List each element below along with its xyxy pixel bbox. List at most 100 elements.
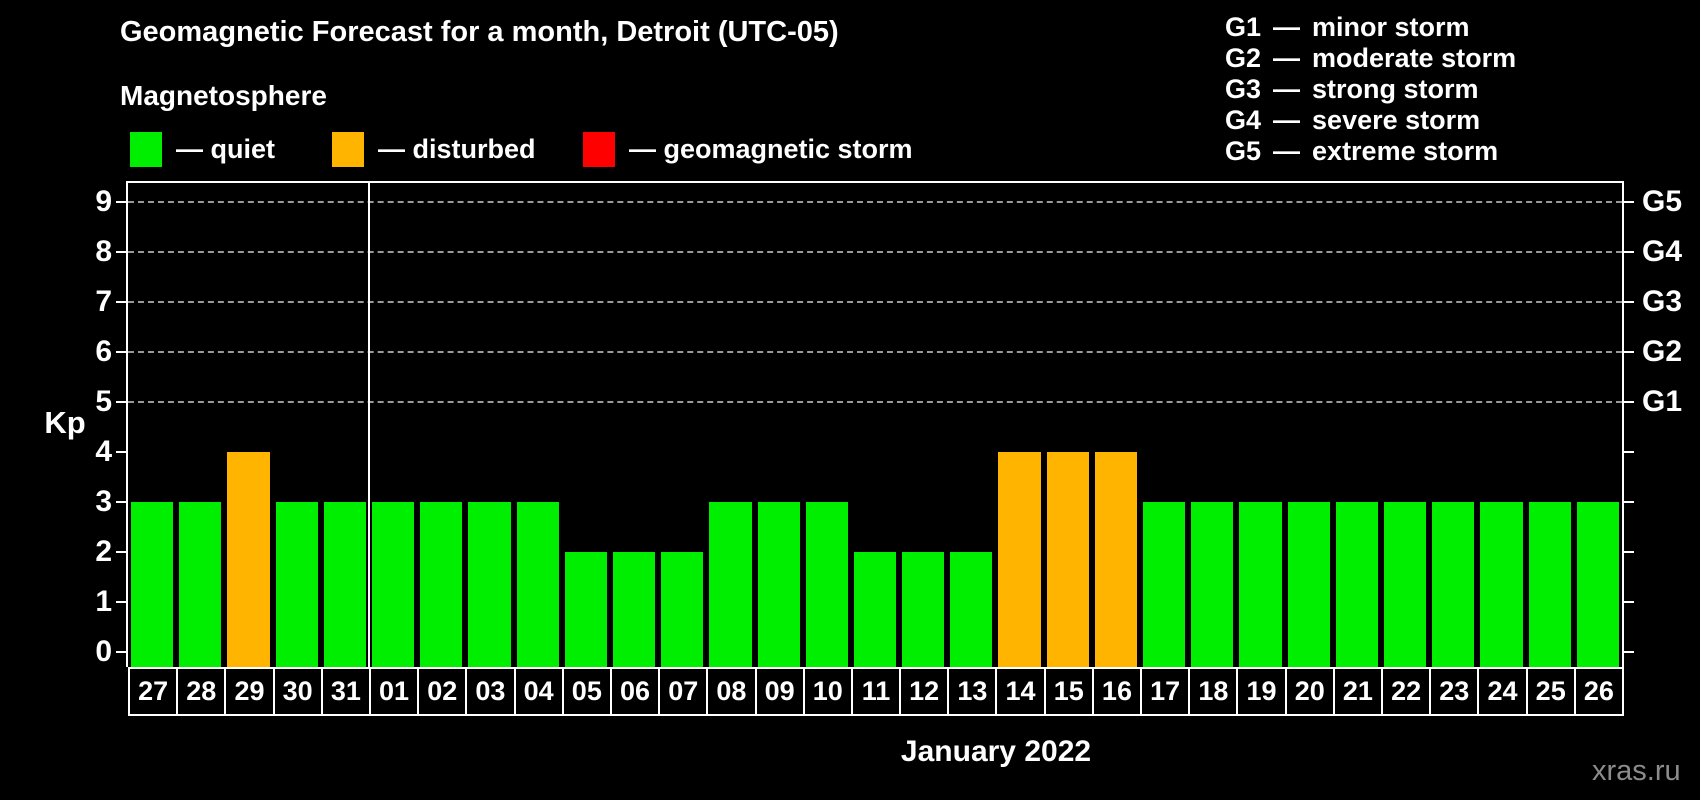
bar-day-19 (1239, 502, 1282, 667)
x-tick-day-15: 15 (1043, 667, 1094, 716)
storm-scale-code-G1: G1 (1225, 12, 1262, 42)
storm-scale-code-G2: G2 (1225, 43, 1262, 73)
bar-day-30 (275, 502, 318, 667)
storm-scale-code-G3: G3 (1225, 74, 1262, 104)
storm-scale-separator: — (1273, 74, 1301, 104)
right-axis-tick-2 (1624, 551, 1634, 553)
bar-day-29 (227, 452, 270, 667)
y-axis-tick-2 (116, 551, 126, 553)
y-tick-label-6: 6 (95, 335, 112, 368)
y-tick-label-8: 8 (95, 235, 112, 268)
bar-day-20 (1287, 502, 1330, 667)
bar-day-13 (950, 552, 993, 667)
right-axis-tick-8 (1624, 251, 1634, 253)
right-axis-tick-6 (1624, 351, 1634, 353)
x-tick-day-29: 29 (224, 667, 275, 716)
storm-scale-row-G5: G5 — extreme storm (1225, 136, 1516, 167)
bar-day-14 (998, 452, 1041, 667)
legend-label-storm: — geomagnetic storm (629, 133, 913, 164)
x-tick-day-19: 19 (1236, 667, 1287, 716)
x-tick-day-20: 20 (1284, 667, 1335, 716)
x-tick-day-12: 12 (899, 667, 950, 716)
bar-day-16 (1094, 452, 1138, 667)
y-axis-tick-8 (116, 251, 126, 253)
storm-scale-row-G4: G4 — severe storm (1225, 105, 1516, 136)
storm-scale-code-G4: G4 (1225, 105, 1262, 135)
bar-day-18 (1191, 502, 1234, 667)
bar-day-21 (1335, 502, 1379, 667)
bar-day-07 (661, 552, 704, 667)
y-axis-tick-9 (116, 201, 126, 203)
right-axis-tick-4 (1624, 451, 1634, 453)
storm-scale-label-G4: severe storm (1312, 105, 1481, 135)
right-axis-tick-1 (1624, 601, 1634, 603)
x-tick-day-01: 01 (368, 667, 420, 716)
y-axis-tick-5 (116, 401, 126, 403)
bar-day-04 (516, 502, 559, 667)
bar-day-17 (1143, 502, 1186, 667)
y-axis-tick-6 (116, 351, 126, 353)
bar-day-03 (468, 502, 511, 667)
legend-label-quiet: — quiet (176, 133, 275, 164)
bar-day-28 (179, 502, 222, 667)
storm-scale-row-G3: G3 — strong storm (1225, 74, 1516, 105)
bar-day-11 (853, 552, 897, 667)
x-tick-day-11: 11 (850, 667, 902, 716)
x-tick-day-05: 05 (561, 667, 612, 716)
x-tick-day-27: 27 (128, 667, 179, 716)
right-axis-label-G4: G4 (1642, 235, 1683, 268)
x-tick-day-10: 10 (802, 667, 853, 716)
x-tick-day-25: 25 (1525, 667, 1576, 716)
right-axis-tick-9 (1624, 201, 1634, 203)
x-tick-day-31: 31 (320, 667, 371, 716)
storm-swatch (583, 131, 615, 167)
gridline-kp-8 (128, 251, 1622, 253)
y-tick-label-3: 3 (95, 485, 112, 518)
gridline-kp-5 (128, 401, 1622, 403)
bar-day-05 (564, 552, 607, 667)
y-tick-label-1: 1 (95, 585, 112, 618)
bar-day-10 (805, 502, 848, 667)
storm-scale-label-G5: extreme storm (1312, 136, 1499, 166)
y-axis-tick-7 (116, 301, 126, 303)
bar-day-12 (902, 552, 945, 667)
x-tick-day-06: 06 (609, 667, 661, 716)
y-axis-tick-3 (116, 501, 126, 503)
gridline-kp-7 (128, 301, 1622, 303)
disturbed-swatch (332, 131, 364, 167)
y-axis-label: Kp (44, 405, 86, 440)
x-tick-day-08: 08 (706, 667, 757, 716)
y-tick-label-7: 7 (95, 285, 112, 318)
y-tick-label-4: 4 (95, 435, 112, 468)
x-tick-day-13: 13 (947, 667, 998, 716)
storm-scale-separator: — (1273, 136, 1301, 166)
bar-day-06 (612, 552, 656, 667)
storm-scale-separator: — (1273, 43, 1301, 73)
x-tick-day-09: 09 (754, 667, 805, 716)
x-tick-day-02: 02 (417, 667, 468, 716)
x-tick-day-30: 30 (272, 667, 323, 716)
x-tick-day-28: 28 (176, 667, 227, 716)
right-axis-label-G1: G1 (1642, 385, 1683, 418)
y-tick-label-9: 9 (95, 185, 112, 218)
storm-scale-label-G3: strong storm (1312, 74, 1479, 104)
gridline-kp-9 (128, 201, 1622, 203)
plot-border-right (1622, 181, 1624, 667)
right-axis-tick-3 (1624, 501, 1634, 503)
bar-day-22 (1384, 502, 1427, 667)
legend-item-quiet: — quiet (130, 131, 275, 167)
x-tick-day-14: 14 (995, 667, 1046, 716)
bar-day-23 (1432, 502, 1475, 667)
legend-item-storm: — geomagnetic storm (583, 131, 913, 167)
x-tick-day-24: 24 (1477, 667, 1528, 716)
magnetosphere-label: Magnetosphere (120, 80, 327, 111)
bar-day-08 (709, 502, 752, 667)
storm-scale-label-G1: minor storm (1312, 12, 1470, 42)
bar-day-01 (371, 502, 415, 667)
x-tick-day-22: 22 (1381, 667, 1432, 716)
watermark: xras.ru (1592, 755, 1681, 787)
y-axis-tick-0 (116, 651, 126, 653)
legend-label-disturbed: — disturbed (378, 133, 536, 164)
gridline-kp-6 (128, 351, 1622, 353)
legend-item-disturbed: — disturbed (332, 131, 536, 167)
